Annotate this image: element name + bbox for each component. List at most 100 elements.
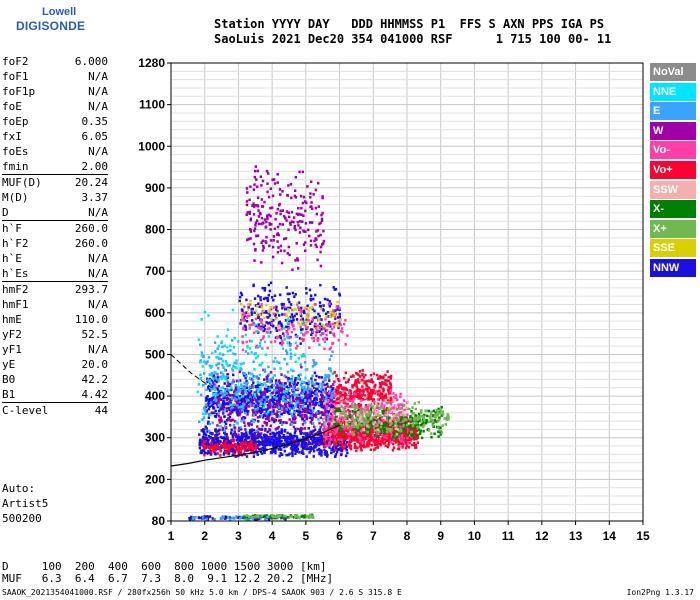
echo-point [241,372,245,375]
echo-point [272,409,275,412]
echo-point [276,410,279,413]
echo-point [241,348,245,352]
echo-point [320,451,323,454]
echo-point [344,443,348,446]
echo-point [317,412,320,415]
echo-point [304,438,308,441]
echo-point [315,362,318,365]
echo-point [268,387,271,391]
echo-point [286,321,289,325]
echo-point [311,336,314,340]
echo-point [238,405,242,409]
echo-point [255,392,258,396]
echo-point [343,421,346,424]
echo-point [248,347,252,350]
echo-point [387,442,391,445]
echo-point [277,406,280,409]
echo-point [213,445,216,448]
echo-point [217,432,221,435]
echo-point [247,237,250,241]
echo-point [279,193,282,196]
echo-point [410,410,413,413]
echo-point [213,341,217,344]
echo-point [277,328,281,332]
echo-point [318,437,321,440]
echo-point [251,319,254,322]
echo-point [315,245,318,249]
echo-point [349,390,352,393]
echo-point [274,440,277,444]
param-name: M(D) [2,191,29,204]
echo-point [313,428,317,432]
echo-point [342,442,346,445]
echo-point [254,169,257,173]
echo-point [358,370,362,373]
echo-point [291,375,294,378]
echo-point [220,340,224,343]
echo-point [256,330,259,333]
echo-point [246,386,249,389]
echo-point [256,169,260,173]
echo-point [290,368,293,372]
echo-point [308,447,312,451]
echo-point [387,437,390,441]
echo-point [304,222,308,225]
echo-point [389,386,393,389]
echo-point [243,421,246,424]
echo-point [373,391,377,395]
echo-point [382,375,385,378]
echo-point [244,445,247,448]
echo-point [303,354,306,358]
echo-point [255,376,259,379]
echo-point [324,312,328,316]
param-name: B0 [2,373,16,386]
echo-point [260,402,263,406]
echo-point [274,419,277,422]
echo-point [356,432,360,435]
echo-point [241,395,244,398]
echo-point [258,383,261,387]
echo-point [383,421,387,424]
echo-point [238,413,241,417]
echo-point [253,392,257,396]
echo-point [305,307,308,311]
echo-point [354,419,358,422]
echo-point [206,430,209,433]
echo-point [336,440,339,444]
param-separator [2,281,108,282]
echo-point [296,344,299,348]
echo-point [248,339,252,343]
echo-point [300,306,303,310]
param-value: 293.7 [74,283,108,296]
echo-point [367,407,370,410]
echo-point [293,411,296,414]
echo-point [190,515,193,519]
echo-point [261,416,265,419]
echo-point [305,455,308,458]
echo-point [315,411,319,414]
echo-point [297,413,300,417]
echo-point [404,434,407,438]
echo-point [306,185,309,188]
echo-point [222,443,225,447]
echo-point [303,432,306,435]
echo-point [384,411,388,415]
echo-point [291,450,294,453]
echo-point [219,435,223,439]
echo-point [369,439,372,443]
echo-point [336,427,339,430]
echo-point [296,334,299,338]
echo-point [350,422,353,425]
echo-point [337,338,340,342]
echo-point [255,385,258,389]
echo-point [286,401,290,404]
echo-point [228,516,231,519]
echo-point [321,413,324,417]
echo-point [222,353,225,356]
echo-point [209,381,212,384]
echo-point [299,226,302,230]
echo-point [309,406,312,410]
echo-point [351,384,354,387]
echo-point [331,372,335,375]
echo-point [256,234,260,237]
